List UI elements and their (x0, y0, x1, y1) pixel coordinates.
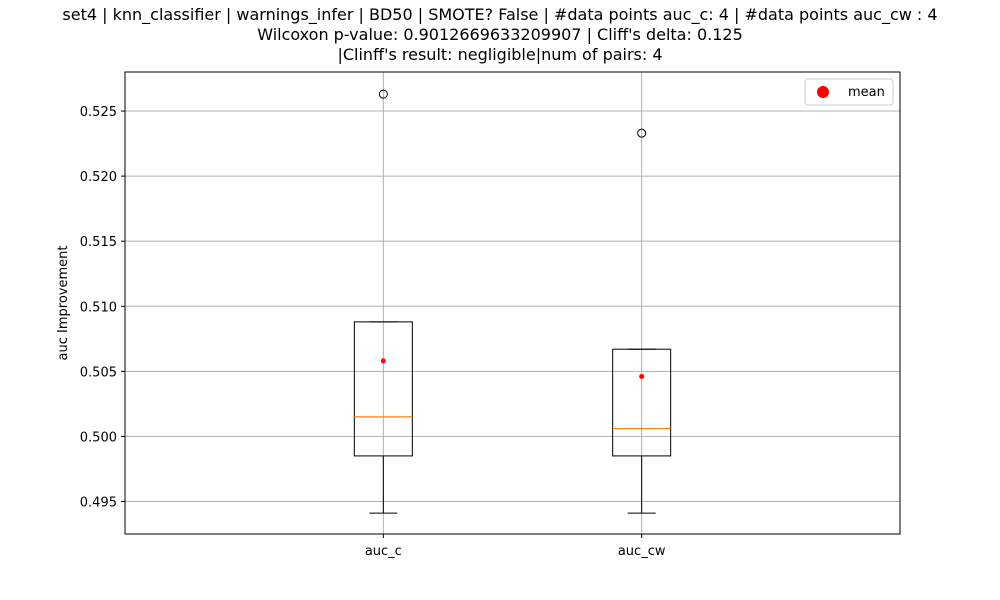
grid-layer (125, 72, 900, 534)
legend: mean (804, 78, 894, 106)
y-tick-label: 0.505 (80, 365, 117, 380)
x-tick-label: auc_c (365, 544, 402, 559)
plot-frame (124, 71, 901, 535)
y-tick-label: 0.500 (80, 430, 117, 445)
outlier-point (378, 89, 388, 99)
y-axis-label: auc Improvement (56, 246, 71, 361)
plot-layer (353, 89, 672, 514)
y-tick-label: 0.510 (80, 300, 117, 315)
y-tick-label: 0.525 (80, 105, 117, 120)
axis-layer: 0.495 0.500 0.505 0.510 0.515 0.520 0.525 auc_c… (80, 105, 666, 559)
box (353, 321, 413, 457)
y-tick-label: 0.495 (80, 495, 117, 510)
mean-marker (639, 374, 645, 380)
box (612, 348, 672, 457)
title-line-1: set4 | knn_classifier | warnings_infer |… (62, 5, 938, 24)
title-line-2: Wilcoxon p-value: 0.9012669633209907 | C… (257, 25, 743, 44)
y-tick-label: 0.520 (80, 170, 117, 185)
outlier-point (637, 128, 647, 138)
y-tick-label: 0.515 (80, 235, 117, 250)
chart-title: set4 | knn_classifier | warnings_infer |… (0, 5, 1000, 65)
mean-marker (380, 358, 386, 364)
legend-mean-marker (817, 86, 829, 98)
legend-mean-label: mean (848, 85, 885, 100)
legend-box (804, 78, 894, 106)
x-tick-label: auc_cw (618, 544, 666, 559)
title-line-3: |Clinff's result: negligible|num of pair… (337, 45, 663, 64)
